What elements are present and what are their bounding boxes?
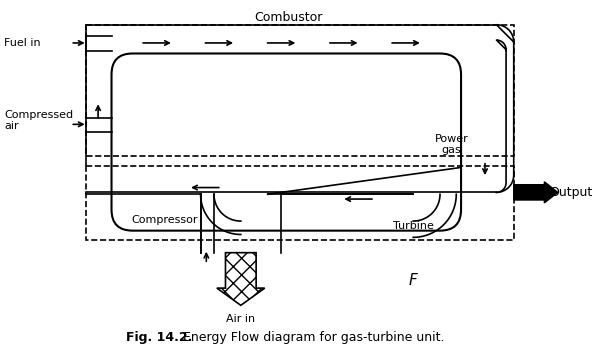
Text: Fuel in: Fuel in <box>4 38 41 48</box>
Text: Compressed
air: Compressed air <box>4 110 73 131</box>
Bar <box>85 25 514 156</box>
Text: Air in: Air in <box>226 314 256 324</box>
Text: Turbine: Turbine <box>393 221 433 231</box>
FancyArrow shape <box>217 253 264 305</box>
Text: Energy Flow diagram for gas-turbine unit.: Energy Flow diagram for gas-turbine unit… <box>179 332 444 344</box>
Text: Compressor: Compressor <box>131 215 198 225</box>
Text: Combustor: Combustor <box>254 11 323 23</box>
FancyArrow shape <box>514 182 558 203</box>
Text: Power
gas: Power gas <box>435 134 469 155</box>
Text: Fig. 14.2.: Fig. 14.2. <box>126 332 192 344</box>
Bar <box>85 165 514 240</box>
Text: Output: Output <box>549 186 592 199</box>
Text: F: F <box>409 273 417 288</box>
